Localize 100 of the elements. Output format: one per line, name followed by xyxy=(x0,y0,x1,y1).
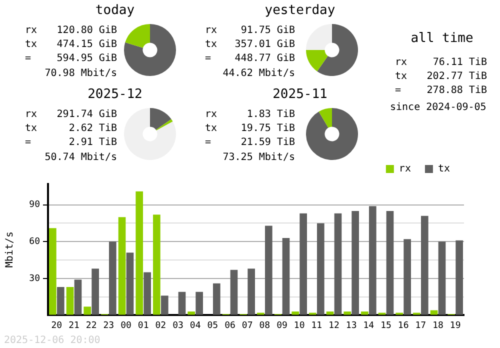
x-tick-label: 23 xyxy=(103,320,114,331)
x-tick-label: 07 xyxy=(242,320,253,331)
text: rx xyxy=(205,108,218,121)
text: = xyxy=(205,52,212,65)
chart-title: 2025-12 xyxy=(86,87,144,102)
bar xyxy=(334,213,342,315)
bar xyxy=(108,242,116,315)
text: 19.75 TiB xyxy=(240,122,295,135)
bar xyxy=(282,238,290,315)
x-tick-label: 16 xyxy=(398,320,409,331)
bar xyxy=(438,242,446,315)
bar xyxy=(84,306,92,315)
bar xyxy=(66,287,74,315)
text: tx xyxy=(205,122,218,135)
bar xyxy=(153,214,160,315)
bar xyxy=(386,210,394,315)
text: 202.77 TiB xyxy=(426,70,487,83)
text: = xyxy=(205,136,212,149)
text: 2.62 TiB xyxy=(68,122,117,135)
chart-title: today xyxy=(94,3,136,18)
x-tick-label: 17 xyxy=(415,320,426,331)
x-tick-label: 14 xyxy=(363,320,374,331)
text: 357.01 GiB xyxy=(234,38,295,51)
bar xyxy=(212,283,220,315)
text: 2.91 TiB xyxy=(68,136,117,149)
chart-title: yesterday xyxy=(264,3,336,18)
bar xyxy=(368,206,376,315)
text: = xyxy=(395,84,402,97)
y-tick-label: 90 xyxy=(29,200,40,210)
text: tx xyxy=(395,70,408,83)
text: rx xyxy=(25,24,38,37)
bar xyxy=(230,270,238,315)
x-tick-label: 11 xyxy=(311,320,322,331)
x-tick-label: 22 xyxy=(86,320,97,331)
x-tick-label: 03 xyxy=(172,320,184,331)
bar xyxy=(188,312,196,315)
bar xyxy=(316,223,324,315)
x-tick-label: 04 xyxy=(190,320,201,331)
text: 594.95 GiB xyxy=(56,52,117,65)
bar xyxy=(352,210,359,315)
bar xyxy=(420,216,428,315)
x-tick-label: 18 xyxy=(432,320,444,331)
bar xyxy=(196,292,203,315)
text: 120.80 GiB xyxy=(56,24,117,37)
text: tx xyxy=(205,38,218,51)
text: since 2024-09-05 xyxy=(390,102,486,113)
x-tick-label: 19 xyxy=(450,320,461,331)
bar xyxy=(118,217,126,315)
bar xyxy=(56,287,64,315)
x-tick-label: 09 xyxy=(276,320,288,331)
x-tick-label: 12 xyxy=(328,320,340,331)
text: rx xyxy=(395,56,408,69)
bar xyxy=(160,296,168,315)
x-tick-label: 20 xyxy=(51,320,62,331)
text: rx xyxy=(25,108,38,121)
x-tick-label: 15 xyxy=(380,320,392,331)
y-tick-label: 60 xyxy=(29,236,40,247)
text: rx xyxy=(205,24,218,37)
bar xyxy=(264,226,272,315)
text: 91.75 GiB xyxy=(240,24,295,37)
text: all time xyxy=(410,31,474,46)
text: 50.74 Mbit/s xyxy=(44,151,117,164)
chart-title: 2025-11 xyxy=(272,87,328,102)
text: 291.74 GiB xyxy=(56,108,117,121)
bar xyxy=(92,268,99,315)
bar xyxy=(456,240,463,315)
text: tx xyxy=(25,122,38,135)
x-tick-label: 21 xyxy=(68,320,80,331)
bar xyxy=(178,292,186,315)
text: 76.11 TiB xyxy=(432,56,487,69)
x-tick-label: 05 xyxy=(207,320,218,331)
x-tick-label: 13 xyxy=(346,320,357,331)
legend-label: rx xyxy=(398,164,411,175)
text: 44.62 Mbit/s xyxy=(222,67,295,80)
text: 21.59 TiB xyxy=(240,136,295,149)
text: 1.83 TiB xyxy=(246,108,295,121)
bar xyxy=(74,280,82,315)
bar xyxy=(326,312,334,315)
bar xyxy=(292,312,300,315)
bar xyxy=(344,312,352,315)
text: 278.88 TiB xyxy=(426,84,487,97)
text: = xyxy=(25,136,32,149)
x-tick-label: 06 xyxy=(224,320,236,331)
text: = xyxy=(25,52,32,65)
text: tx xyxy=(25,38,38,51)
text: 448.77 GiB xyxy=(234,52,295,65)
bar xyxy=(136,191,144,315)
bar xyxy=(300,213,307,315)
x-tick-label: 02 xyxy=(155,320,166,331)
text: 474.15 GiB xyxy=(56,38,117,51)
bar xyxy=(144,272,151,315)
legend-label: tx xyxy=(438,164,450,175)
bar xyxy=(361,312,368,315)
bar xyxy=(126,252,134,315)
x-tick-label: 08 xyxy=(259,320,270,331)
text: 73.25 Mbit/s xyxy=(222,151,295,164)
bar xyxy=(404,239,411,315)
x-tick-label: 10 xyxy=(294,320,305,331)
text: 70.98 Mbit/s xyxy=(44,67,117,80)
y-axis-title: Mbit/s xyxy=(4,232,16,268)
